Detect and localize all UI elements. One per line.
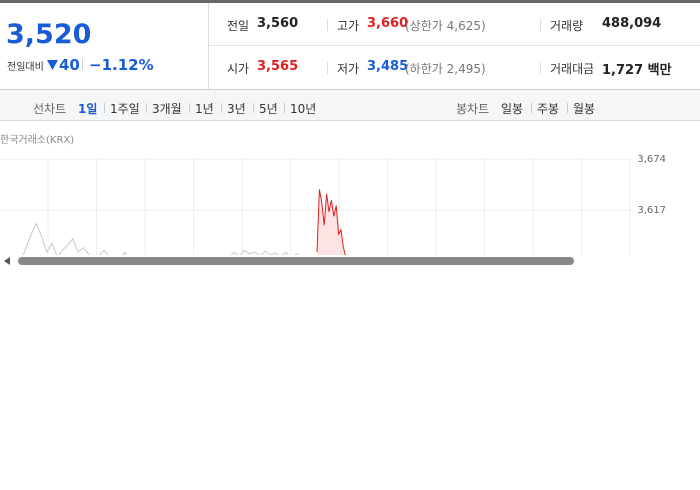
stat-label: 전일 (227, 19, 250, 33)
stat-label: 고가 (337, 19, 360, 33)
col-divider (540, 62, 541, 74)
period-tab[interactable]: 3개월 (152, 102, 182, 116)
stat-sub: (상한가 4,625) (405, 19, 486, 33)
scroll-thumb[interactable] (18, 257, 574, 265)
stat-value: 3,560 (257, 16, 299, 31)
stock-widget: 3,520 전일대비 40 −1.12% 한국거래소(KRX) 3,674 3,6… (0, 0, 700, 268)
y-tick-label: 3,674 (637, 154, 666, 165)
candle-tab[interactable]: 월봉 (573, 102, 596, 116)
candle-tab[interactable]: 주봉 (537, 102, 560, 116)
tab-divider (567, 103, 568, 113)
stat-value: 3,485 (367, 59, 409, 74)
period-tab[interactable]: 1년 (195, 102, 214, 116)
stat-value: 3,660 (367, 16, 409, 31)
tab-divider (221, 103, 222, 113)
change: 40 (59, 56, 80, 74)
period-tab[interactable]: 3년 (227, 102, 246, 116)
tab-divider (146, 103, 147, 113)
candle-tab[interactable]: 일봉 (501, 102, 524, 116)
row-divider (209, 45, 700, 46)
tab-label: 선차트 (33, 102, 67, 116)
col-divider (327, 19, 328, 31)
col-divider (327, 62, 328, 74)
stat-sub: (하한가 2,495) (405, 62, 486, 76)
stat-label: 시가 (227, 62, 250, 76)
stat-label: 저가 (337, 62, 360, 76)
change-pct: −1.12% (89, 56, 154, 74)
stat-value: 1,727 백만 (602, 63, 672, 78)
scroll-left[interactable] (4, 257, 10, 265)
tab-label: 봉차트 (456, 102, 490, 116)
tab-divider (104, 103, 105, 113)
tab-divider (253, 103, 254, 113)
down-arrow (47, 60, 58, 70)
price-line (4, 222, 307, 268)
divider (82, 59, 83, 70)
period-tab[interactable]: 1주일 (110, 102, 140, 116)
tab-divider (531, 103, 532, 113)
quote-box (0, 3, 209, 89)
stat-label: 거래대금 (550, 62, 595, 76)
stat-label: 거래량 (550, 19, 584, 33)
y-tick-label: 3,617 (637, 205, 666, 216)
col-divider (540, 19, 541, 31)
source: 한국거래소(KRX) (0, 135, 75, 146)
period-tab[interactable]: 5년 (259, 102, 278, 116)
price-line (316, 189, 349, 262)
price: 3,520 (6, 19, 92, 50)
tab-divider (284, 103, 285, 113)
tab-bar (0, 89, 700, 121)
area (317, 189, 349, 268)
stat-value: 488,094 (602, 16, 662, 31)
change-label: 전일대비 (7, 62, 44, 73)
period-tab[interactable]: 10년 (290, 102, 317, 116)
stat-value: 3,565 (257, 59, 299, 74)
tab-divider (189, 103, 190, 113)
period-tab[interactable]: 1일 (78, 102, 98, 116)
